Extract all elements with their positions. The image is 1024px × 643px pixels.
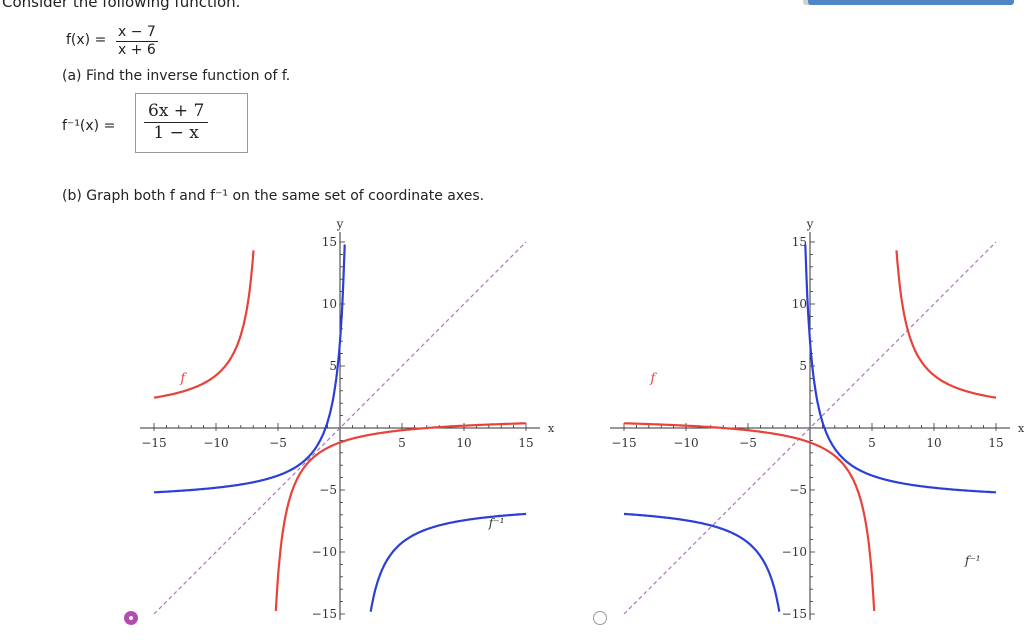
graph-2-y-axis-label: y xyxy=(806,217,814,231)
graph-2-x-tick-label: 15 xyxy=(988,436,1003,450)
graph-1-x-tick-label: 10 xyxy=(456,436,471,450)
function-numerator: x − 7 xyxy=(118,24,156,40)
graph-1-curve-f xyxy=(153,250,526,612)
graph-1-y-tick-label: −10 xyxy=(312,545,337,559)
graph-2-y-tick-label: 5 xyxy=(799,359,807,373)
graph-2-curve-f xyxy=(624,250,997,612)
intro-text: Consider the following function. xyxy=(2,0,241,11)
graph-option-1[interactable]: −15 −10 −5 5 10 15 15 10 5 −5 −10 −15 x y f f⁻¹ xyxy=(136,212,556,622)
graph-2-y-tick-label: 15 xyxy=(792,235,807,249)
answer-fraction: 6x + 7 1 − x xyxy=(144,101,209,144)
top-scrollbar-cap xyxy=(803,0,811,5)
graph-2-label-f: f xyxy=(649,371,657,386)
function-denominator: x + 6 xyxy=(118,42,156,58)
graph-1-x-tick-label: 5 xyxy=(398,436,406,450)
graph-1-curve-finv xyxy=(154,244,527,612)
graph-2-y-tick-label: −15 xyxy=(782,607,807,621)
graph-1-x-tick-label: −5 xyxy=(269,436,287,450)
graph-2-x-axis-label: x xyxy=(1018,422,1024,435)
fraction-bar xyxy=(116,41,158,42)
graph-1-y-tick-label: 5 xyxy=(329,359,337,373)
answer-numerator: 6x + 7 xyxy=(148,101,205,121)
graph-2-label-finv: f⁻¹ xyxy=(964,553,981,567)
graph-2-diagonal-line xyxy=(623,241,997,615)
graph-option-2-radio[interactable] xyxy=(593,611,607,625)
graph-2-x-tick-label: −10 xyxy=(673,436,698,450)
graph-2-x-tick-label: −15 xyxy=(611,436,636,450)
graph-2-y-tick-label: −5 xyxy=(789,483,807,497)
function-label: f(x) = xyxy=(66,32,107,48)
graph-1-y-tick-label: 10 xyxy=(322,297,337,311)
graph-1-y-tick-label: −5 xyxy=(319,483,337,497)
graph-option-1-radio[interactable] xyxy=(124,611,138,625)
part-b-text: (b) Graph both f and f⁻¹ on the same set… xyxy=(62,188,485,204)
graph-1-label-finv: f⁻¹ xyxy=(488,516,505,530)
graph-1-y-tick-label: 15 xyxy=(322,235,337,249)
graph-option-2[interactable]: −15 −10 −5 5 10 15 15 10 5 −5 −10 −15 x y f f⁻¹ xyxy=(606,212,1024,622)
graph-1-x-axis-label: x xyxy=(548,422,555,435)
graph-2-y-tick-label: 10 xyxy=(792,297,807,311)
top-progress-bar xyxy=(808,0,1014,5)
graph-1-y-tick-label: −15 xyxy=(312,607,337,621)
answer-denominator: 1 − x xyxy=(153,123,199,143)
graph-1-x-tick-label: 15 xyxy=(518,436,533,450)
answer-fraction-bar xyxy=(144,122,209,123)
graph-1-y-axis-label: y xyxy=(336,217,344,231)
graph-2-curve-finv xyxy=(623,244,996,612)
inverse-label: f⁻¹(x) = xyxy=(62,118,116,134)
graph-2-x-tick-label: 5 xyxy=(868,436,876,450)
graph-1-x-tick-label: −10 xyxy=(203,436,228,450)
function-fraction: x − 7 x + 6 xyxy=(116,24,158,59)
graph-1-diagonal-line xyxy=(153,241,527,615)
answer-input-box[interactable]: 6x + 7 1 − x xyxy=(135,93,248,153)
graph-2-y-tick-label: −10 xyxy=(782,545,807,559)
graph-2-x-tick-label: −5 xyxy=(739,436,757,450)
graph-1-x-tick-label: −15 xyxy=(141,436,166,450)
part-a-text: (a) Find the inverse function of f. xyxy=(62,68,291,84)
graph-2-x-tick-label: 10 xyxy=(926,436,941,450)
graph-1-label-f: f xyxy=(179,371,187,386)
